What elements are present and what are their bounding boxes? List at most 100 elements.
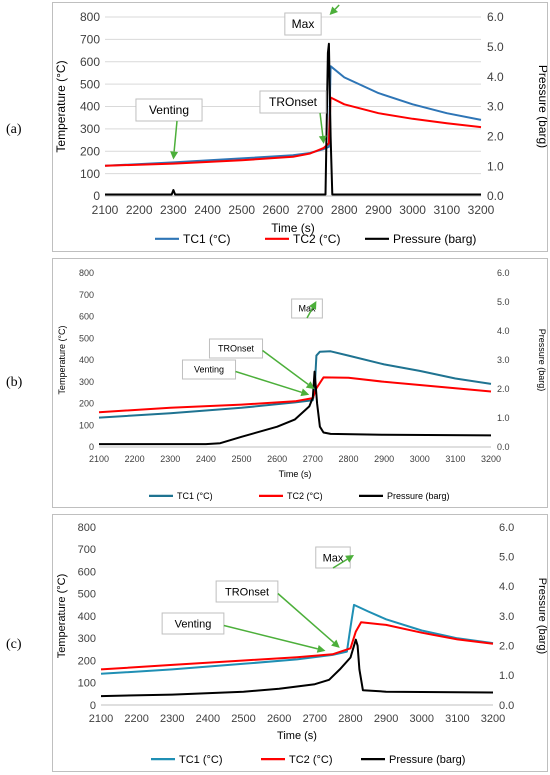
x-tick-label: 2400 [194, 203, 221, 217]
series-line [98, 350, 492, 419]
y2-tick-label: 1.0 [487, 159, 504, 173]
y-tick-label: 100 [79, 420, 94, 430]
chart-panel-b: 0 100 200 300 400 500 600 700 800 0.0 1.0 2.0 3.0 4.0… [52, 258, 548, 508]
x-tick-label: 3000 [399, 203, 426, 217]
series-line [105, 42, 481, 196]
x-tick-label: 2100 [92, 203, 119, 217]
y2-tick-label: 4.0 [499, 581, 514, 593]
legend-label: TC2 (°C) [293, 232, 340, 246]
x-tick-label: 2600 [267, 454, 287, 464]
x-tick-label: 2400 [196, 713, 220, 725]
series-line [99, 370, 492, 446]
annotation-arrowhead [318, 135, 327, 144]
y2-tick-label: 0.0 [487, 189, 504, 203]
y-tick-label: 300 [79, 377, 94, 387]
legend-label: Pressure (barg) [393, 232, 476, 246]
annotation-label: TROnset [225, 586, 269, 598]
x-tick-label: 2900 [374, 454, 394, 464]
annotation-label: Max [298, 304, 316, 314]
annotation-arrowhead [170, 151, 179, 160]
x-tick-label: 2100 [89, 713, 113, 725]
chart-c-svg: 0 100 200 300 400 500 600 700 800 0.0 1.0 2.0 3.0 4.0… [56, 522, 547, 766]
y-tick-label: 0 [89, 442, 94, 452]
panel-label-c: (c) [6, 637, 22, 652]
annotation-arrowhead [316, 645, 326, 653]
x-tick-label: 2800 [331, 203, 358, 217]
y-axis-title: Temperature (°C) [57, 325, 67, 394]
y-tick-label: 200 [78, 655, 96, 667]
y-tick-label: 400 [80, 100, 100, 114]
annotation-arrow [262, 349, 309, 386]
annotation-arrowhead [331, 639, 340, 648]
y-tick-label: 400 [79, 355, 94, 365]
annotation-arrow [235, 370, 302, 394]
annotation-label: TROnset [269, 95, 318, 109]
x-tick-label: 2500 [231, 713, 255, 725]
x-tick-label: 2500 [232, 454, 252, 464]
y2-tick-label: 0.0 [497, 442, 510, 452]
x-tick-label: 2600 [267, 713, 291, 725]
x-tick-label: 2500 [228, 203, 255, 217]
annotation-arrowhead [345, 555, 355, 563]
annotation-box [161, 612, 225, 635]
annotation-box [135, 98, 203, 122]
y2-tick-label: 3.0 [497, 355, 510, 365]
y-tick-label: 600 [78, 566, 96, 578]
annotation-label: TROnset [218, 344, 255, 354]
annotation-box [208, 338, 264, 359]
x-tick-label: 2200 [124, 713, 148, 725]
y-tick-label: 700 [80, 33, 100, 47]
y2-tick-label: 6.0 [487, 10, 504, 24]
x-tick-label: 2600 [263, 203, 290, 217]
y2-tick-label: 4.0 [497, 326, 510, 336]
y-tick-label: 700 [79, 290, 94, 300]
annotation-box [284, 12, 322, 36]
y-tick-label: 800 [78, 522, 96, 534]
y2-axis-title: Pressure (barg) [537, 329, 547, 392]
panel-label-b: (b) [6, 375, 23, 390]
y-tick-label: 500 [79, 333, 94, 343]
x-tick-label: 3200 [481, 713, 505, 725]
x-tick-label: 3100 [433, 203, 460, 217]
y-tick-label: 600 [79, 312, 94, 322]
x-tick-label: 2300 [160, 203, 187, 217]
y2-tick-label: 5.0 [487, 40, 504, 54]
annotation-arrow [306, 307, 314, 319]
series-line [100, 621, 494, 671]
annotation-box [259, 90, 327, 114]
x-tick-label: 2900 [365, 203, 392, 217]
y2-tick-label: 1.0 [497, 413, 510, 423]
chart-panel-a: 0 100 200 300 400 500 600 700 800 0.0 1.0 2.0 3.0 4.0… [52, 2, 548, 252]
x-tick-label: 3100 [445, 454, 465, 464]
annotation-arrow [319, 112, 324, 137]
x-tick-label: 2900 [374, 713, 398, 725]
legend-label: TC2 (°C) [289, 754, 333, 766]
annotation-arrow [173, 120, 178, 152]
x-tick-label: 2200 [125, 454, 145, 464]
y-tick-label: 200 [80, 144, 100, 158]
y-tick-label: 700 [78, 544, 96, 556]
legend-label: Pressure (barg) [389, 754, 465, 766]
y2-tick-label: 3.0 [499, 611, 514, 623]
legend-label: TC1 (°C) [183, 232, 230, 246]
x-tick-label: 2100 [89, 454, 109, 464]
y-tick-label: 500 [80, 77, 100, 91]
chart-b-svg: 0 100 200 300 400 500 600 700 800 0.0 1.0 2.0 3.0 4.0… [57, 268, 547, 501]
y-tick-label: 500 [78, 589, 96, 601]
x-tick-label: 3200 [481, 454, 501, 464]
series-line [104, 65, 482, 167]
y2-tick-label: 6.0 [499, 522, 514, 534]
annotation-arrowhead [305, 381, 315, 390]
annotation-arrowhead [329, 6, 338, 15]
chart-panel-c: 0 100 200 300 400 500 600 700 800 0.0 1.0 2.0 3.0 4.0… [52, 514, 548, 772]
y2-tick-label: 3.0 [487, 100, 504, 114]
y-tick-label: 600 [80, 55, 100, 69]
y-tick-label: 200 [79, 399, 94, 409]
y-tick-label: 100 [80, 167, 100, 181]
annotation-label: Venting [194, 365, 224, 375]
x-tick-label: 2800 [338, 454, 358, 464]
annotation-arrow [334, 4, 340, 10]
y2-axis-title: Pressure (barg) [536, 65, 547, 148]
y-tick-label: 0 [90, 700, 96, 712]
y2-tick-label: 5.0 [497, 297, 510, 307]
